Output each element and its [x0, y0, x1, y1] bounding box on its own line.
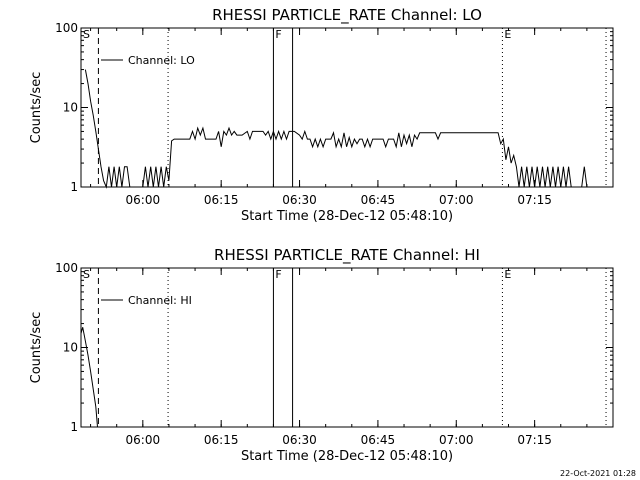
chart-panel-hi: RHESSI PARTICLE_RATE Channel: HI 1 10 100 06…	[29, 246, 614, 464]
y-tick-label: 100	[55, 261, 78, 275]
y-tick-label: 10	[63, 101, 78, 115]
y-tick-label: 1	[70, 420, 78, 434]
footer-timestamp: 22-Oct-2021 01:28	[560, 469, 636, 478]
y-tick-label: 1	[70, 180, 78, 194]
x-tick-label: 06:15	[204, 193, 239, 207]
x-tick-label: 07:15	[517, 193, 552, 207]
series-line	[80, 327, 98, 428]
event-marker-label: S	[83, 28, 90, 41]
legend-label: Channel: LO	[128, 54, 195, 67]
chart-panel-lo: RHESSI PARTICLE_RATE Channel: LO 1 10 100 06…	[29, 6, 614, 224]
plot-frame	[80, 267, 614, 428]
x-tick-label: 06:00	[126, 193, 161, 207]
event-marker-label: E	[504, 268, 511, 281]
event-marker-label: E	[504, 28, 511, 41]
x-tick-label: 07:00	[439, 193, 474, 207]
x-tick-label: 06:45	[361, 193, 396, 207]
event-marker-label: F	[275, 268, 281, 281]
x-tick-label: 06:00	[126, 433, 161, 447]
x-tick-label: 06:15	[204, 433, 239, 447]
series-line	[84, 69, 588, 189]
event-marker-label: S	[83, 268, 90, 281]
legend-label: Channel: HI	[128, 294, 192, 307]
y-tick-label: 100	[55, 21, 78, 35]
y-tick-label: 10	[63, 341, 78, 355]
y-axis-label: Counts/sec	[29, 72, 44, 144]
x-tick-label: 06:30	[282, 193, 317, 207]
x-tick-label: 06:30	[282, 433, 317, 447]
y-axis-label: Counts/sec	[29, 312, 44, 384]
x-tick-label: 07:15	[517, 433, 552, 447]
chart-title: RHESSI PARTICLE_RATE Channel: LO	[212, 6, 482, 25]
event-marker-label: F	[275, 28, 281, 41]
chart-title: RHESSI PARTICLE_RATE Channel: HI	[214, 246, 480, 265]
x-tick-label: 07:00	[439, 433, 474, 447]
x-axis-label: Start Time (28-Dec-12 05:48:10)	[241, 449, 453, 464]
x-tick-label: 06:45	[361, 433, 396, 447]
x-axis-label: Start Time (28-Dec-12 05:48:10)	[241, 209, 453, 224]
plot-frame	[80, 27, 614, 188]
